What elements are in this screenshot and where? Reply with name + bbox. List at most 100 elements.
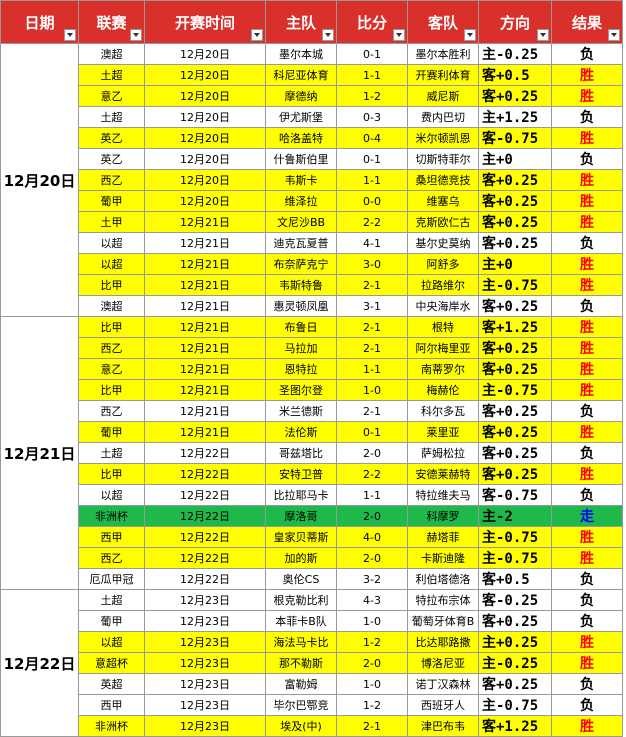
score: 3-1	[336, 295, 408, 317]
score: 2-1	[336, 715, 408, 737]
column-header: 结果	[551, 0, 623, 44]
filter-button[interactable]	[322, 29, 334, 41]
score: 1-0	[336, 379, 408, 401]
league: 以超	[78, 484, 145, 506]
kickoff-time: 12月20日	[144, 190, 266, 212]
kickoff-time: 12月22日	[144, 505, 266, 527]
league: 西甲	[78, 694, 145, 716]
match-row: 以超 12月21日 迪克瓦夏普 4-1 基尔史莫纳 客+0.25 负	[0, 232, 623, 254]
kickoff-time: 12月20日	[144, 148, 266, 170]
away-team: 科尔多瓦	[407, 400, 479, 422]
score: 1-1	[336, 169, 408, 191]
table-body: 12月20日 澳超 12月20日 墨尔本城 0-1 墨尔本胜利 主-0.25 负土超 12月20…	[0, 43, 623, 737]
home-team: 海法马卡比	[265, 631, 337, 653]
score: 0-1	[336, 43, 408, 65]
match-row: 以超 12月21日 布奈萨克宁 3-0 阿舒多 主+0 胜	[0, 253, 623, 275]
result: 负	[551, 106, 623, 128]
score: 2-2	[336, 463, 408, 485]
league: 比甲	[78, 316, 145, 338]
league: 以超	[78, 232, 145, 254]
kickoff-time: 12月21日	[144, 400, 266, 422]
home-team: 科尼亚体育	[265, 64, 337, 86]
kickoff-time: 12月20日	[144, 169, 266, 191]
league: 以超	[78, 631, 145, 653]
away-team: 萨姆松拉	[407, 442, 479, 464]
kickoff-time: 12月21日	[144, 379, 266, 401]
result: 胜	[551, 316, 623, 338]
home-team: 文尼沙BB	[265, 211, 337, 233]
score: 0-4	[336, 127, 408, 149]
league: 意超杯	[78, 652, 145, 674]
score: 1-1	[336, 484, 408, 506]
date-cell: 12月21日	[0, 316, 79, 590]
league: 西乙	[78, 547, 145, 569]
match-row: 葡甲 12月20日 维泽拉 0-0 维塞乌 客+0.25 胜	[0, 190, 623, 212]
match-row: 土超 12月22日 哥兹塔比 2-0 萨姆松拉 客+0.25 负	[0, 442, 623, 464]
direction: 客+0.25	[478, 169, 552, 191]
filter-button[interactable]	[608, 29, 620, 41]
filter-button[interactable]	[464, 29, 476, 41]
league: 西甲	[78, 526, 145, 548]
match-row: 意乙 12月20日 摩德纳 1-2 威尼斯 客+0.25 胜	[0, 85, 623, 107]
result: 胜	[551, 526, 623, 548]
league: 土超	[78, 106, 145, 128]
result: 负	[551, 568, 623, 590]
direction: 客+0.25	[478, 673, 552, 695]
column-header: 日期	[0, 0, 79, 44]
match-row: 土超 12月20日 科尼亚体育 1-1 开赛利体育 客+0.5 胜	[0, 64, 623, 86]
kickoff-time: 12月23日	[144, 652, 266, 674]
score: 0-1	[336, 148, 408, 170]
result: 胜	[551, 337, 623, 359]
match-row: 西乙 12月20日 韦斯卡 1-1 桑坦德竞技 客+0.25 胜	[0, 169, 623, 191]
away-team: 威尼斯	[407, 85, 479, 107]
home-team: 富勒姆	[265, 673, 337, 695]
home-team: 伊尤斯堡	[265, 106, 337, 128]
league: 英乙	[78, 148, 145, 170]
direction: 客+1.25	[478, 715, 552, 737]
filter-button[interactable]	[251, 29, 263, 41]
kickoff-time: 12月22日	[144, 547, 266, 569]
kickoff-time: 12月21日	[144, 295, 266, 317]
home-team: 哥兹塔比	[265, 442, 337, 464]
score: 3-0	[336, 253, 408, 275]
direction: 客+0.25	[478, 442, 552, 464]
result: 胜	[551, 64, 623, 86]
home-team: 奥伦CS	[265, 568, 337, 590]
result: 胜	[551, 715, 623, 737]
filter-button[interactable]	[64, 29, 76, 41]
league: 土超	[78, 589, 145, 611]
filter-button[interactable]	[130, 29, 142, 41]
match-row: 12月20日 澳超 12月20日 墨尔本城 0-1 墨尔本胜利 主-0.25 负	[0, 43, 623, 317]
result: 胜	[551, 421, 623, 443]
score: 2-1	[336, 316, 408, 338]
filter-button[interactable]	[537, 29, 549, 41]
direction: 主+0	[478, 253, 552, 275]
league: 厄瓜甲冠	[78, 568, 145, 590]
home-team: 摩洛哥	[265, 505, 337, 527]
direction: 客+0.25	[478, 400, 552, 422]
league: 西乙	[78, 169, 145, 191]
away-team: 切斯特菲尔	[407, 148, 479, 170]
kickoff-time: 12月21日	[144, 232, 266, 254]
direction: 客+0.25	[478, 295, 552, 317]
league: 以超	[78, 253, 145, 275]
away-team: 比达耶路撒	[407, 631, 479, 653]
away-team: 根特	[407, 316, 479, 338]
result: 负	[551, 610, 623, 632]
direction: 客+0.25	[478, 358, 552, 380]
match-row: 英乙 12月20日 哈洛盖特 0-4 米尔顿凯恩 客-0.75 胜	[0, 127, 623, 149]
filter-button[interactable]	[393, 29, 405, 41]
score: 0-1	[336, 421, 408, 443]
score: 2-2	[336, 211, 408, 233]
result: 胜	[551, 358, 623, 380]
home-team: 摩德纳	[265, 85, 337, 107]
home-team: 什鲁斯伯里	[265, 148, 337, 170]
away-team: 利伯塔德洛	[407, 568, 479, 590]
match-row: 澳超 12月21日 惠灵顿凤凰 3-1 中央海岸水 客+0.25 负	[0, 295, 623, 317]
direction: 主+0	[478, 148, 552, 170]
result: 胜	[551, 463, 623, 485]
match-row: 厄瓜甲冠 12月22日 奥伦CS 3-2 利伯塔德洛 客+0.5 负	[0, 568, 623, 590]
result: 负	[551, 694, 623, 716]
